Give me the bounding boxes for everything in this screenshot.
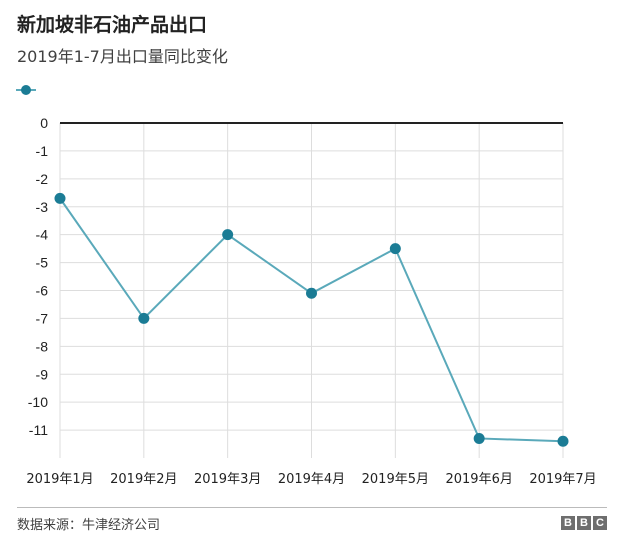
chart-subtitle: 2019年1-7月出口量同比变化	[17, 47, 228, 66]
data-point	[389, 243, 401, 255]
y-tick-label: -9	[36, 366, 49, 382]
data-point	[138, 312, 150, 324]
source-note: 数据来源：牛津经济公司	[17, 518, 161, 533]
chart-title: 新加坡非石油产品出口	[17, 14, 208, 36]
logo-letter: C	[593, 516, 607, 530]
data-point	[222, 229, 234, 241]
line-chart: 0 -1 -2 -3 -4 -5 -6 -7 -8 -9 -10 -11 2019年1月 2019年2月 2…	[26, 115, 596, 487]
bbc-logo: B B C	[561, 516, 607, 530]
y-tick-label: -10	[28, 394, 48, 410]
y-tick-label: -4	[36, 227, 49, 243]
data-point	[54, 192, 66, 204]
logo-letter: B	[561, 516, 575, 530]
data-point	[473, 432, 485, 444]
y-tick-label: -5	[36, 255, 49, 271]
x-tick-label: 2019年1月	[26, 472, 93, 487]
y-tick-label: 0	[40, 115, 48, 131]
y-tick-label: -1	[36, 143, 49, 159]
x-tick-label: 2019年3月	[194, 472, 261, 487]
x-tick-label: 2019年5月	[362, 472, 429, 487]
x-tick-label: 2019年6月	[445, 472, 512, 487]
y-tick-label: -6	[36, 283, 49, 299]
y-tick-label: -3	[36, 199, 49, 215]
footer-divider	[17, 507, 607, 508]
x-tick-label: 2019年7月	[529, 472, 596, 487]
logo-letter: B	[577, 516, 591, 530]
y-tick-label: -2	[36, 171, 49, 187]
y-tick-label: -11	[29, 422, 48, 438]
legend-marker	[16, 85, 36, 95]
y-tick-label: -8	[36, 338, 49, 354]
x-tick-label: 2019年4月	[278, 472, 345, 487]
data-point	[306, 287, 317, 299]
data-point	[557, 435, 569, 447]
x-tick-label: 2019年2月	[110, 472, 177, 487]
y-tick-label: -7	[36, 310, 49, 326]
